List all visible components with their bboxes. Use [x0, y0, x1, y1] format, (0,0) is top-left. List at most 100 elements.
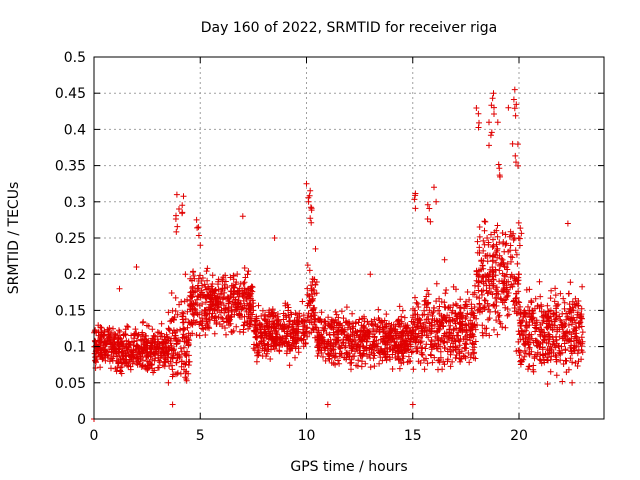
data-point [543, 339, 550, 346]
data-point [456, 311, 463, 318]
data-point [380, 329, 386, 336]
data-point [254, 350, 261, 356]
data-point [345, 336, 352, 343]
data-point [530, 339, 537, 346]
data-point [244, 286, 251, 293]
data-point [426, 205, 433, 212]
data-point [502, 324, 509, 331]
data-point [179, 316, 186, 323]
data-point [172, 216, 179, 222]
data-point [480, 237, 487, 244]
data-point [474, 322, 481, 328]
data-point [561, 299, 568, 306]
data-point [507, 284, 514, 291]
data-point [478, 277, 485, 284]
data-point [381, 348, 388, 355]
data-point [194, 301, 201, 308]
data-point [479, 308, 486, 315]
data-point [488, 129, 495, 136]
data-point [173, 359, 180, 366]
data-point [410, 336, 417, 343]
data-point [457, 296, 464, 303]
data-point [395, 332, 402, 339]
data-point [501, 297, 508, 304]
data-point [396, 303, 403, 310]
data-point [460, 312, 466, 319]
data-point [516, 299, 523, 306]
data-point [424, 360, 431, 367]
data-point [179, 202, 186, 209]
data-point [286, 362, 293, 369]
data-point [371, 316, 378, 323]
data-point [348, 345, 355, 352]
data-point [492, 295, 499, 302]
data-point [135, 331, 142, 338]
data-point [537, 321, 544, 328]
data-point [535, 340, 542, 347]
y-axis-label: SRMTID / TECUs [6, 182, 22, 295]
data-point [102, 341, 109, 348]
data-point [334, 337, 340, 344]
data-point [536, 356, 543, 363]
data-point [530, 366, 537, 373]
data-point [101, 340, 108, 347]
data-point [544, 381, 551, 387]
data-point [472, 338, 479, 345]
data-point [567, 306, 574, 313]
data-point [119, 338, 126, 345]
data-point [106, 358, 113, 365]
data-point [307, 215, 314, 222]
data-point [557, 357, 564, 364]
data-point [234, 271, 241, 278]
data-point [215, 276, 222, 283]
data-point [436, 311, 443, 317]
data-point [128, 346, 135, 353]
data-point [411, 196, 418, 203]
data-point [204, 310, 211, 317]
data-point [165, 325, 172, 332]
data-point [426, 307, 433, 314]
data-point [504, 312, 511, 319]
data-point [493, 259, 499, 266]
data-point [271, 346, 278, 352]
data-point [211, 306, 217, 312]
data-point [418, 345, 425, 352]
data-point [387, 325, 394, 332]
data-point [136, 349, 143, 356]
data-point [132, 330, 139, 337]
data-point [267, 356, 274, 362]
data-point [332, 308, 339, 315]
data-point [338, 308, 345, 315]
data-point [169, 366, 176, 373]
data-point [548, 287, 555, 294]
data-point [180, 193, 187, 200]
data-point [556, 313, 563, 320]
data-point [355, 319, 362, 326]
data-point [151, 350, 158, 357]
data-point [189, 277, 195, 284]
data-point [363, 338, 370, 345]
data-point [505, 311, 512, 318]
data-point [248, 295, 254, 302]
x-tick-label: 5 [196, 428, 205, 444]
data-point [234, 289, 241, 296]
x-axis-label: GPS time / hours [290, 459, 407, 475]
data-point [313, 290, 320, 297]
data-point [209, 272, 216, 279]
y-tick-label: 0 [77, 412, 86, 428]
data-point [171, 314, 178, 321]
data-point [462, 322, 469, 329]
data-point [127, 363, 134, 370]
data-point [314, 353, 321, 359]
data-point [578, 313, 585, 319]
data-point [561, 340, 568, 347]
data-point [427, 218, 434, 225]
data-point [253, 358, 260, 365]
data-point [412, 205, 419, 212]
data-point [558, 343, 565, 350]
data-point [523, 324, 530, 331]
data-point [469, 309, 476, 316]
data-point [183, 337, 190, 344]
data-point [567, 355, 574, 362]
